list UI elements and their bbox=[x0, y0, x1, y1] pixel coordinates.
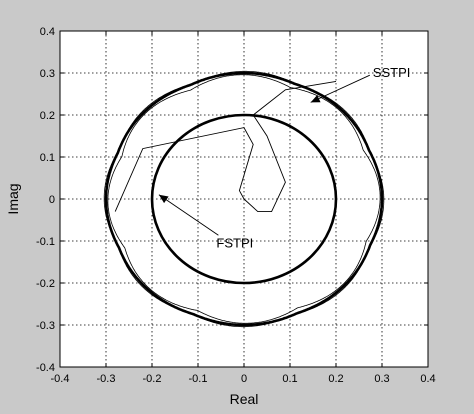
y-tick-label: 0.1 bbox=[40, 152, 55, 164]
x-tick-label: -0.4 bbox=[51, 373, 70, 385]
y-tick-label: 0.4 bbox=[40, 26, 55, 38]
annotation-arrow-line bbox=[310, 74, 370, 103]
x-tick-label: 0 bbox=[241, 373, 247, 385]
y-tick-label: 0.3 bbox=[40, 68, 55, 80]
x-tick-label: -0.1 bbox=[189, 373, 208, 385]
x-tick-label: 0.1 bbox=[282, 373, 297, 385]
x-tick-label: 0.4 bbox=[420, 373, 435, 385]
annotation-label: SSTPI bbox=[373, 65, 411, 80]
x-tick-labels: -0.4 -0.3 -0.2 -0.1 0 0.1 0.2 0.3 0.4 bbox=[51, 373, 436, 385]
sstpi-trajectory bbox=[243, 80, 337, 213]
y-tick-label: -0.3 bbox=[36, 320, 55, 332]
sstpi-locus-ripple bbox=[103, 70, 385, 328]
y-tick-label: 0.2 bbox=[40, 110, 55, 122]
y-tick-label: -0.2 bbox=[36, 278, 55, 290]
sstpi-locus-ripple bbox=[107, 74, 381, 324]
annotation-arrowhead bbox=[158, 194, 169, 204]
fstpi-circle bbox=[150, 113, 338, 285]
x-tick-label: 0.2 bbox=[328, 373, 343, 385]
y-tick-labels: -0.4 -0.3 -0.2 -0.1 0 0.1 0.2 0.3 0.4 bbox=[36, 26, 55, 374]
annotation-label: FSTPI bbox=[216, 235, 253, 250]
fstpi-trajectory bbox=[114, 127, 254, 212]
series-fstpi bbox=[114, 113, 338, 285]
annotation-arrow-line bbox=[158, 194, 219, 236]
y-axis-label: Imag bbox=[5, 183, 21, 214]
x-tick-label: -0.3 bbox=[97, 373, 116, 385]
annotation-arrowhead bbox=[310, 95, 321, 103]
y-tick-label: -0.1 bbox=[36, 236, 55, 248]
annotations: SSTPI FSTPI bbox=[158, 65, 411, 250]
x-tick-label: 0.3 bbox=[374, 373, 389, 385]
x-tick-label: -0.2 bbox=[143, 373, 162, 385]
y-tick-label: 0 bbox=[49, 194, 55, 206]
y-tick-label: -0.4 bbox=[36, 362, 55, 374]
axis-ticks bbox=[59, 30, 429, 368]
x-axis-label: Real bbox=[230, 391, 259, 407]
series-sstpi bbox=[103, 70, 385, 328]
